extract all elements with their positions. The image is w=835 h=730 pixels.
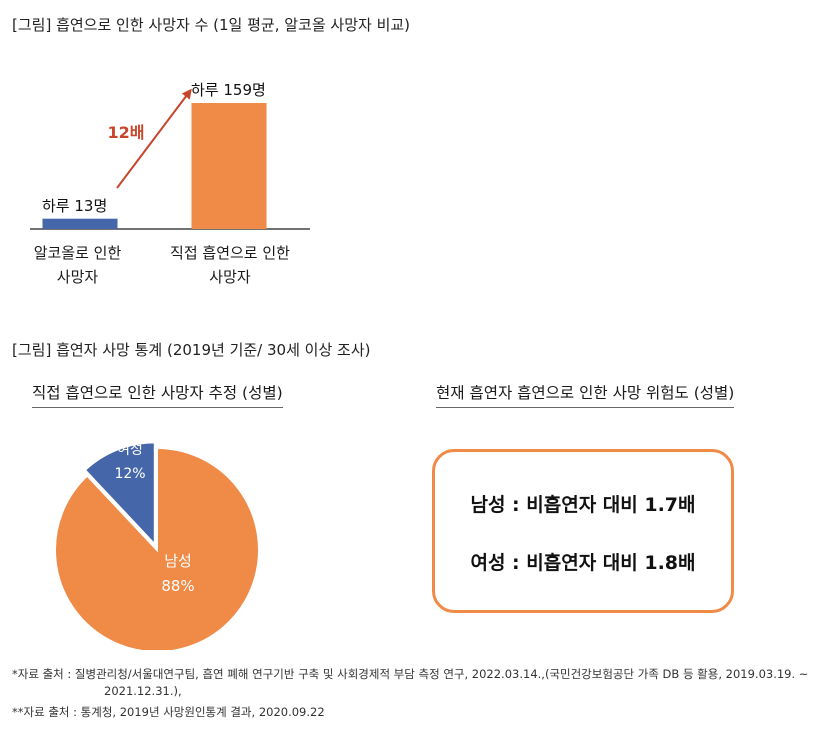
risk-heading: 현재 흡연자 흡연으로 인한 사망 위험도 (성별): [436, 381, 735, 408]
pie-chart-heading: 직접 흡연으로 인한 사망자 추정 (성별): [32, 381, 283, 408]
risk-line-male: 남성 : 비흡연자 대비 1.7배: [470, 494, 696, 516]
bar-value-label-alcohol: 하루 13명: [42, 196, 108, 215]
bar-category-smoking-line1: 직접 흡연으로 인한: [170, 244, 290, 262]
pie-label-male: 남성: [164, 552, 192, 570]
bar-chart: 12배: [30, 88, 310, 230]
bar-smoking-deaths: [191, 103, 267, 229]
footnote-source-1: *자료 출처 : 질병관리청/서울대연구팀, 흡연 폐해 연구기반 구축 및 사…: [12, 667, 809, 681]
bar-category-smoking-line2: 사망자: [209, 268, 251, 286]
pie-label-female: 여성: [117, 442, 143, 458]
bar-alcohol-deaths: [42, 218, 118, 229]
risk-line-female: 여성 : 비흡연자 대비 1.8배: [470, 552, 696, 574]
pie-value-female: 12%: [114, 466, 145, 482]
growth-arrow-icon: [116, 88, 192, 189]
bar-category-alcohol: 알코올로 인한 사망자: [0, 241, 155, 289]
pie-chart: 여성 12% 남성 88%: [54, 441, 260, 650]
bar-category-smoking: 직접 흡연으로 인한 사망자: [150, 241, 310, 289]
bar-value-label-smoking: 하루 159명: [191, 81, 266, 99]
footnote-source-1-cont: 2021.12.31.),: [104, 684, 182, 698]
pie-slice-female: [83, 441, 156, 547]
pie-value-male: 88%: [161, 577, 194, 595]
bar-category-alcohol-line2: 사망자: [56, 268, 99, 286]
growth-annotation: 12배: [108, 123, 145, 142]
figure1-title: [그림] 흡연으로 인한 사망자 수 (1일 평균, 알코올 사망자 비교): [12, 16, 411, 34]
bar-category-alcohol-line1: 알코올로 인한: [33, 244, 122, 262]
figure2-title: [그림] 흡연자 사망 통계 (2019년 기준/ 30세 이상 조사): [12, 341, 371, 359]
footnote-source-2: **자료 출처 : 통계청, 2019년 사망원인통계 결과, 2020.09.…: [12, 705, 325, 719]
pie-slice-male: [54, 446, 260, 650]
risk-box: 남성 : 비흡연자 대비 1.7배 여성 : 비흡연자 대비 1.8배: [432, 449, 734, 613]
